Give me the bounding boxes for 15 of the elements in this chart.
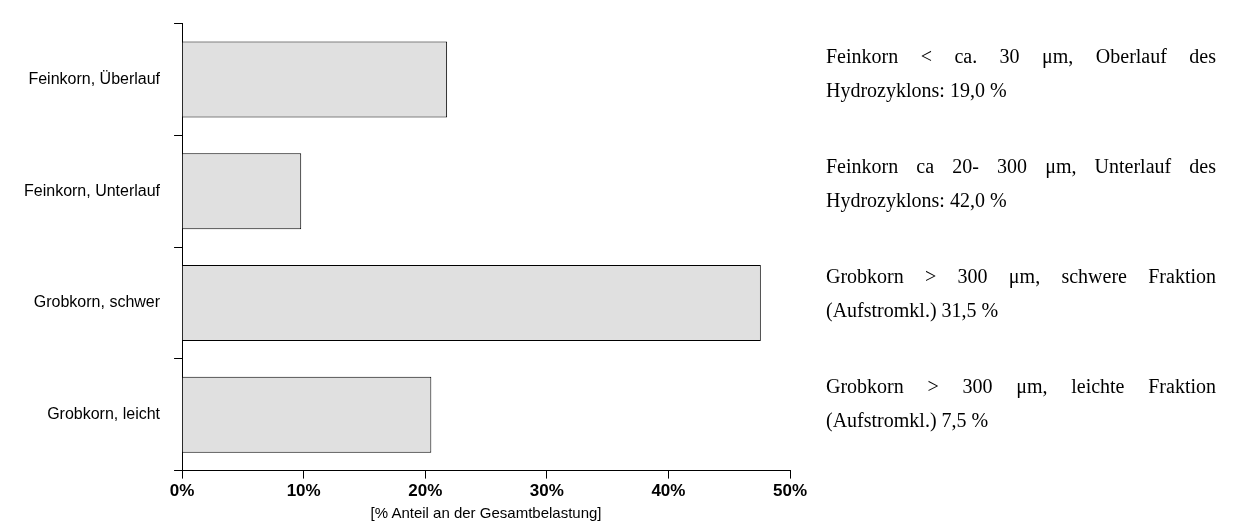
x-tick-label: 20% <box>408 481 443 501</box>
y-tick-label: Grobkorn, leicht <box>47 405 161 423</box>
x-tick-label: 10% <box>286 481 321 501</box>
text: Feinkorn ca 20- 300 μm, Unterlauf des Hydrozyklons: 42,0 % <box>826 154 1216 214</box>
x-tick-label: 30% <box>529 481 564 501</box>
y-tick-label: Feinkorn, Unterlauf <box>24 181 161 199</box>
x-axis-title: [% Anteil an der Gesamtbelastung] <box>370 504 602 522</box>
text: Feinkorn < ca. 30 μm, Oberlauf des Hydrozyklons: 19,0 % <box>826 44 1216 104</box>
x-tick-label: 0% <box>169 481 195 501</box>
x-tick-label: 50% <box>772 481 808 501</box>
text: Grobkorn > 300 μm, schwere Fraktion (Aufstromkl.) 31,5 % <box>826 264 1216 324</box>
text: Grobkorn > 300 μm, leichte Fraktion (Aufstromkl.) 7,5 % <box>826 374 1216 434</box>
y-tick-label: Feinkorn, Überlauf <box>28 69 161 87</box>
y-tick-label: Grobkorn, schwer <box>33 293 161 311</box>
x-tick-label: 40% <box>651 481 686 501</box>
